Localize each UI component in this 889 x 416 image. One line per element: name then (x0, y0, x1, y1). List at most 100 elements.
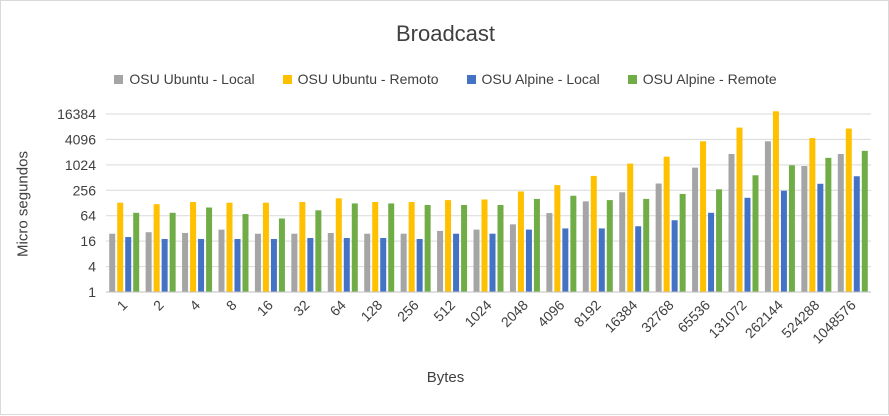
bar (453, 233, 460, 292)
y-tick-label: 64 (80, 208, 96, 224)
bar (125, 237, 132, 292)
x-tick-label: 32768 (638, 297, 677, 336)
bar (109, 233, 116, 292)
bar (461, 204, 468, 292)
y-tick-label: 4 (88, 259, 96, 275)
bar (153, 204, 160, 292)
bar (837, 154, 844, 292)
bar (190, 202, 197, 292)
x-tick-label: 262144 (742, 297, 786, 341)
bar (182, 232, 189, 292)
x-tick-label: 8 (223, 297, 240, 314)
bar (242, 214, 249, 292)
bar (655, 183, 662, 292)
bar (736, 127, 743, 293)
bar (764, 141, 771, 292)
bar (598, 228, 605, 292)
bar (315, 210, 322, 292)
legend-swatch (466, 74, 476, 84)
x-tick-label: 512 (430, 297, 458, 325)
bar (692, 167, 699, 292)
bar (299, 202, 306, 292)
bar (291, 233, 298, 292)
legend-label: OSU Ubuntu - Local (129, 71, 255, 87)
bar (380, 237, 387, 292)
bar (400, 233, 407, 292)
bar (554, 185, 561, 292)
bar (445, 200, 452, 292)
bar (671, 220, 678, 292)
bar (226, 202, 233, 292)
bar (234, 238, 241, 292)
x-tick-label: 4096 (534, 297, 567, 330)
bar (627, 163, 634, 292)
bar (590, 175, 597, 292)
chart-title: Broadcast (395, 21, 496, 46)
bar (708, 212, 715, 292)
y-tick-label: 4096 (65, 131, 96, 147)
bar (517, 191, 524, 292)
bar (169, 212, 176, 292)
bar (161, 238, 168, 292)
y-tick-label: 1 (88, 284, 96, 300)
bar (809, 138, 816, 292)
bar (270, 238, 277, 292)
bar (728, 154, 735, 292)
x-tick-label: 2 (150, 297, 167, 314)
bar (218, 229, 225, 292)
bar (679, 193, 686, 292)
x-tick-label: 131072 (705, 297, 749, 341)
bar (489, 233, 496, 292)
bar (206, 207, 213, 292)
bar (145, 232, 152, 292)
bar (437, 230, 444, 292)
y-tick-label: 1024 (65, 157, 96, 173)
legend-label: OSU Ubuntu - Remoto (297, 71, 439, 87)
bar (481, 199, 488, 292)
bar (801, 166, 808, 292)
bar (861, 150, 868, 292)
bar (772, 111, 779, 292)
y-tick-label: 256 (73, 182, 97, 198)
bar (278, 218, 285, 292)
bar (327, 232, 334, 292)
bar (533, 198, 540, 292)
legend-swatch (627, 74, 637, 84)
bar (307, 237, 314, 292)
bar (643, 198, 650, 292)
bar (364, 233, 371, 292)
bar (509, 224, 516, 292)
bar (546, 213, 553, 292)
bar (582, 201, 589, 292)
bar (606, 200, 613, 292)
x-tick-label: 128 (358, 297, 386, 325)
bar (570, 195, 577, 292)
x-tick-label: 2048 (498, 297, 531, 330)
bar (619, 192, 626, 292)
bar (117, 202, 124, 292)
bar (817, 183, 824, 292)
x-axis-label: Bytes (426, 369, 465, 386)
legend-item: OSU Ubuntu - Remoto (282, 71, 439, 87)
bar (335, 198, 342, 292)
x-tick-label: 4 (186, 297, 203, 314)
bar (473, 229, 480, 292)
y-tick-label: 16 (80, 233, 96, 249)
bar (525, 229, 532, 292)
legend-label: OSU Alpine - Remote (642, 71, 777, 87)
bar (408, 202, 415, 292)
x-tick-label: 1024 (461, 297, 494, 330)
bar (424, 204, 431, 292)
x-tick-label: 16384 (601, 297, 640, 336)
bar (388, 203, 395, 292)
legend: OSU Ubuntu - Local OSU Ubuntu - Remoto OSU… (1, 71, 889, 87)
x-tick-label: 32 (290, 297, 312, 319)
bar (744, 197, 751, 292)
legend-swatch (282, 74, 292, 84)
bar (752, 175, 759, 292)
bar (262, 202, 269, 292)
bar (788, 165, 795, 292)
bar (853, 176, 860, 292)
bar (416, 238, 423, 292)
